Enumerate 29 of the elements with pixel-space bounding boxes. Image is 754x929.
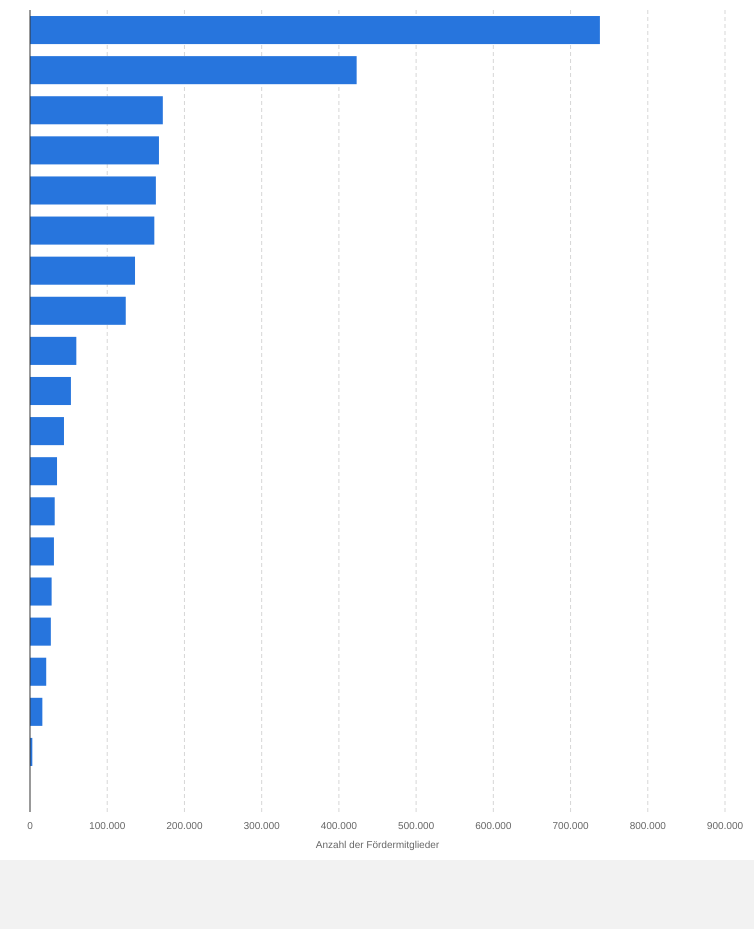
bar: [30, 296, 126, 325]
bar: [30, 376, 71, 406]
bar: [30, 16, 600, 44]
bar: [30, 336, 76, 365]
bar: [30, 216, 154, 245]
x-tick-label: 200.000: [166, 821, 203, 832]
bar: [30, 417, 64, 446]
x-tick-label: 800.000: [630, 821, 666, 832]
bar: [30, 136, 159, 164]
x-tick-label: 700.000: [552, 821, 590, 832]
bar: [30, 658, 46, 686]
bar: [30, 537, 54, 566]
x-tick-label: 600.000: [475, 821, 512, 832]
bar: [30, 56, 357, 84]
bar: [30, 96, 163, 124]
bar: [30, 698, 42, 726]
x-tick-label: 0: [27, 821, 34, 832]
x-tick-label: 900.000: [706, 821, 744, 832]
bar: [30, 577, 52, 606]
bar: [30, 176, 156, 205]
x-tick-label: 100.000: [89, 821, 126, 832]
x-tick-label: 400.000: [320, 821, 358, 832]
bar: [30, 618, 51, 646]
x-axis-title: Anzahl der Fördermitglieder: [316, 840, 440, 851]
bar: [30, 256, 136, 285]
x-tick-label: 500.000: [398, 821, 435, 832]
bar: [30, 457, 58, 486]
x-tick-label: 300.000: [244, 821, 280, 832]
bar: [30, 497, 55, 526]
